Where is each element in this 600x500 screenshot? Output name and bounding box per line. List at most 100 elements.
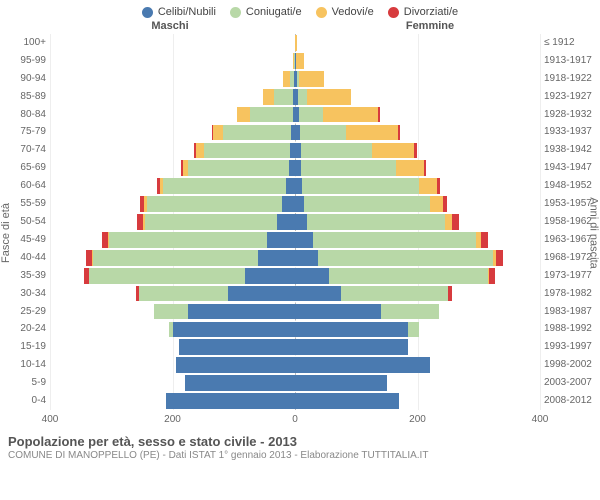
legend-swatch [388, 7, 399, 18]
pyramid-row [50, 89, 540, 105]
segment-single [286, 178, 295, 194]
segment-divorced [496, 250, 503, 266]
age-label: 80-84 [20, 110, 46, 120]
segment-single [258, 250, 295, 266]
segment-single [267, 232, 295, 248]
legend-label: Vedovi/e [332, 6, 374, 18]
x-axis: 4002000200400 [50, 412, 540, 432]
female-bar [295, 214, 540, 230]
pyramid-row [50, 393, 540, 409]
pyramid-row [50, 143, 540, 159]
male-bar [50, 393, 295, 409]
segment-single [295, 268, 329, 284]
birth-year-label: 1938-1942 [544, 145, 592, 155]
pyramid-row [50, 268, 540, 284]
segment-divorced [437, 178, 440, 194]
female-bar [295, 322, 540, 338]
female-bar [295, 71, 540, 87]
pyramid-row [50, 339, 540, 355]
age-label: 100+ [23, 38, 46, 48]
pyramid-row [50, 178, 540, 194]
age-label: 60-64 [20, 181, 46, 191]
birth-year-label: 1928-1932 [544, 110, 592, 120]
male-bar [50, 53, 295, 69]
age-label: 50-54 [20, 217, 46, 227]
segment-married [381, 304, 439, 320]
age-label: 0-4 [32, 396, 46, 406]
age-label: 90-94 [20, 74, 46, 84]
segment-single [166, 393, 295, 409]
segment-divorced [489, 268, 495, 284]
female-bar [295, 339, 540, 355]
birth-year-label: 1993-1997 [544, 342, 592, 352]
age-label: 10-14 [20, 360, 46, 370]
pyramid-row [50, 160, 540, 176]
female-bar [295, 268, 540, 284]
male-bar [50, 268, 295, 284]
segment-married [307, 214, 445, 230]
female-bar [295, 393, 540, 409]
age-label: 55-59 [20, 199, 46, 209]
segment-widowed [299, 71, 324, 87]
pyramid-row [50, 71, 540, 87]
male-bar [50, 214, 295, 230]
female-header: Femmine [300, 20, 600, 32]
segment-widowed [445, 214, 452, 230]
segment-married [302, 178, 418, 194]
segment-divorced [398, 125, 400, 141]
birth-year-label: 2008-2012 [544, 396, 592, 406]
pyramid-row [50, 304, 540, 320]
female-bar [295, 304, 540, 320]
female-bar [295, 107, 540, 123]
male-bar [50, 160, 295, 176]
segment-married [154, 304, 188, 320]
birth-year-label: 1953-1957 [544, 199, 592, 209]
x-tick: 200 [409, 414, 426, 425]
age-label: 70-74 [20, 145, 46, 155]
legend-label: Coniugati/e [246, 6, 302, 18]
legend-swatch [142, 7, 153, 18]
segment-widowed [396, 160, 424, 176]
birth-year-label: 1943-1947 [544, 163, 592, 173]
segment-married [304, 196, 430, 212]
segment-married [147, 196, 282, 212]
x-tick: 400 [42, 414, 59, 425]
female-bar [295, 125, 540, 141]
legend-item: Vedovi/e [316, 6, 374, 18]
male-bar [50, 107, 295, 123]
segment-divorced [378, 107, 379, 123]
segment-divorced [481, 232, 488, 248]
female-bar [295, 232, 540, 248]
segment-single [295, 393, 399, 409]
segment-widowed [213, 125, 223, 141]
segment-married [139, 286, 228, 302]
segment-single [295, 357, 430, 373]
segment-married [223, 125, 292, 141]
male-bar [50, 196, 295, 212]
male-bar [50, 232, 295, 248]
segment-married [298, 89, 307, 105]
segment-single [295, 214, 307, 230]
female-bar [295, 357, 540, 373]
segment-widowed [346, 125, 398, 141]
segment-single [282, 196, 295, 212]
age-label: 35-39 [20, 271, 46, 281]
segment-single [295, 375, 387, 391]
pyramid-row [50, 196, 540, 212]
segment-married [299, 107, 324, 123]
chart-area: Fasce di età Anni di nascita 0-45-910-14… [0, 34, 600, 432]
column-headers: Maschi Femmine [0, 20, 600, 32]
pyramid-row [50, 53, 540, 69]
segment-single [179, 339, 295, 355]
x-tick: 0 [292, 414, 298, 425]
female-bar [295, 375, 540, 391]
age-label: 65-69 [20, 163, 46, 173]
birth-year-label: 1968-1972 [544, 253, 592, 263]
chart-title: Popolazione per età, sesso e stato civil… [8, 434, 592, 449]
segment-single [295, 322, 408, 338]
segment-married [301, 143, 371, 159]
pyramid-row [50, 125, 540, 141]
male-bar [50, 286, 295, 302]
segment-widowed [263, 89, 274, 105]
female-bar [295, 143, 540, 159]
